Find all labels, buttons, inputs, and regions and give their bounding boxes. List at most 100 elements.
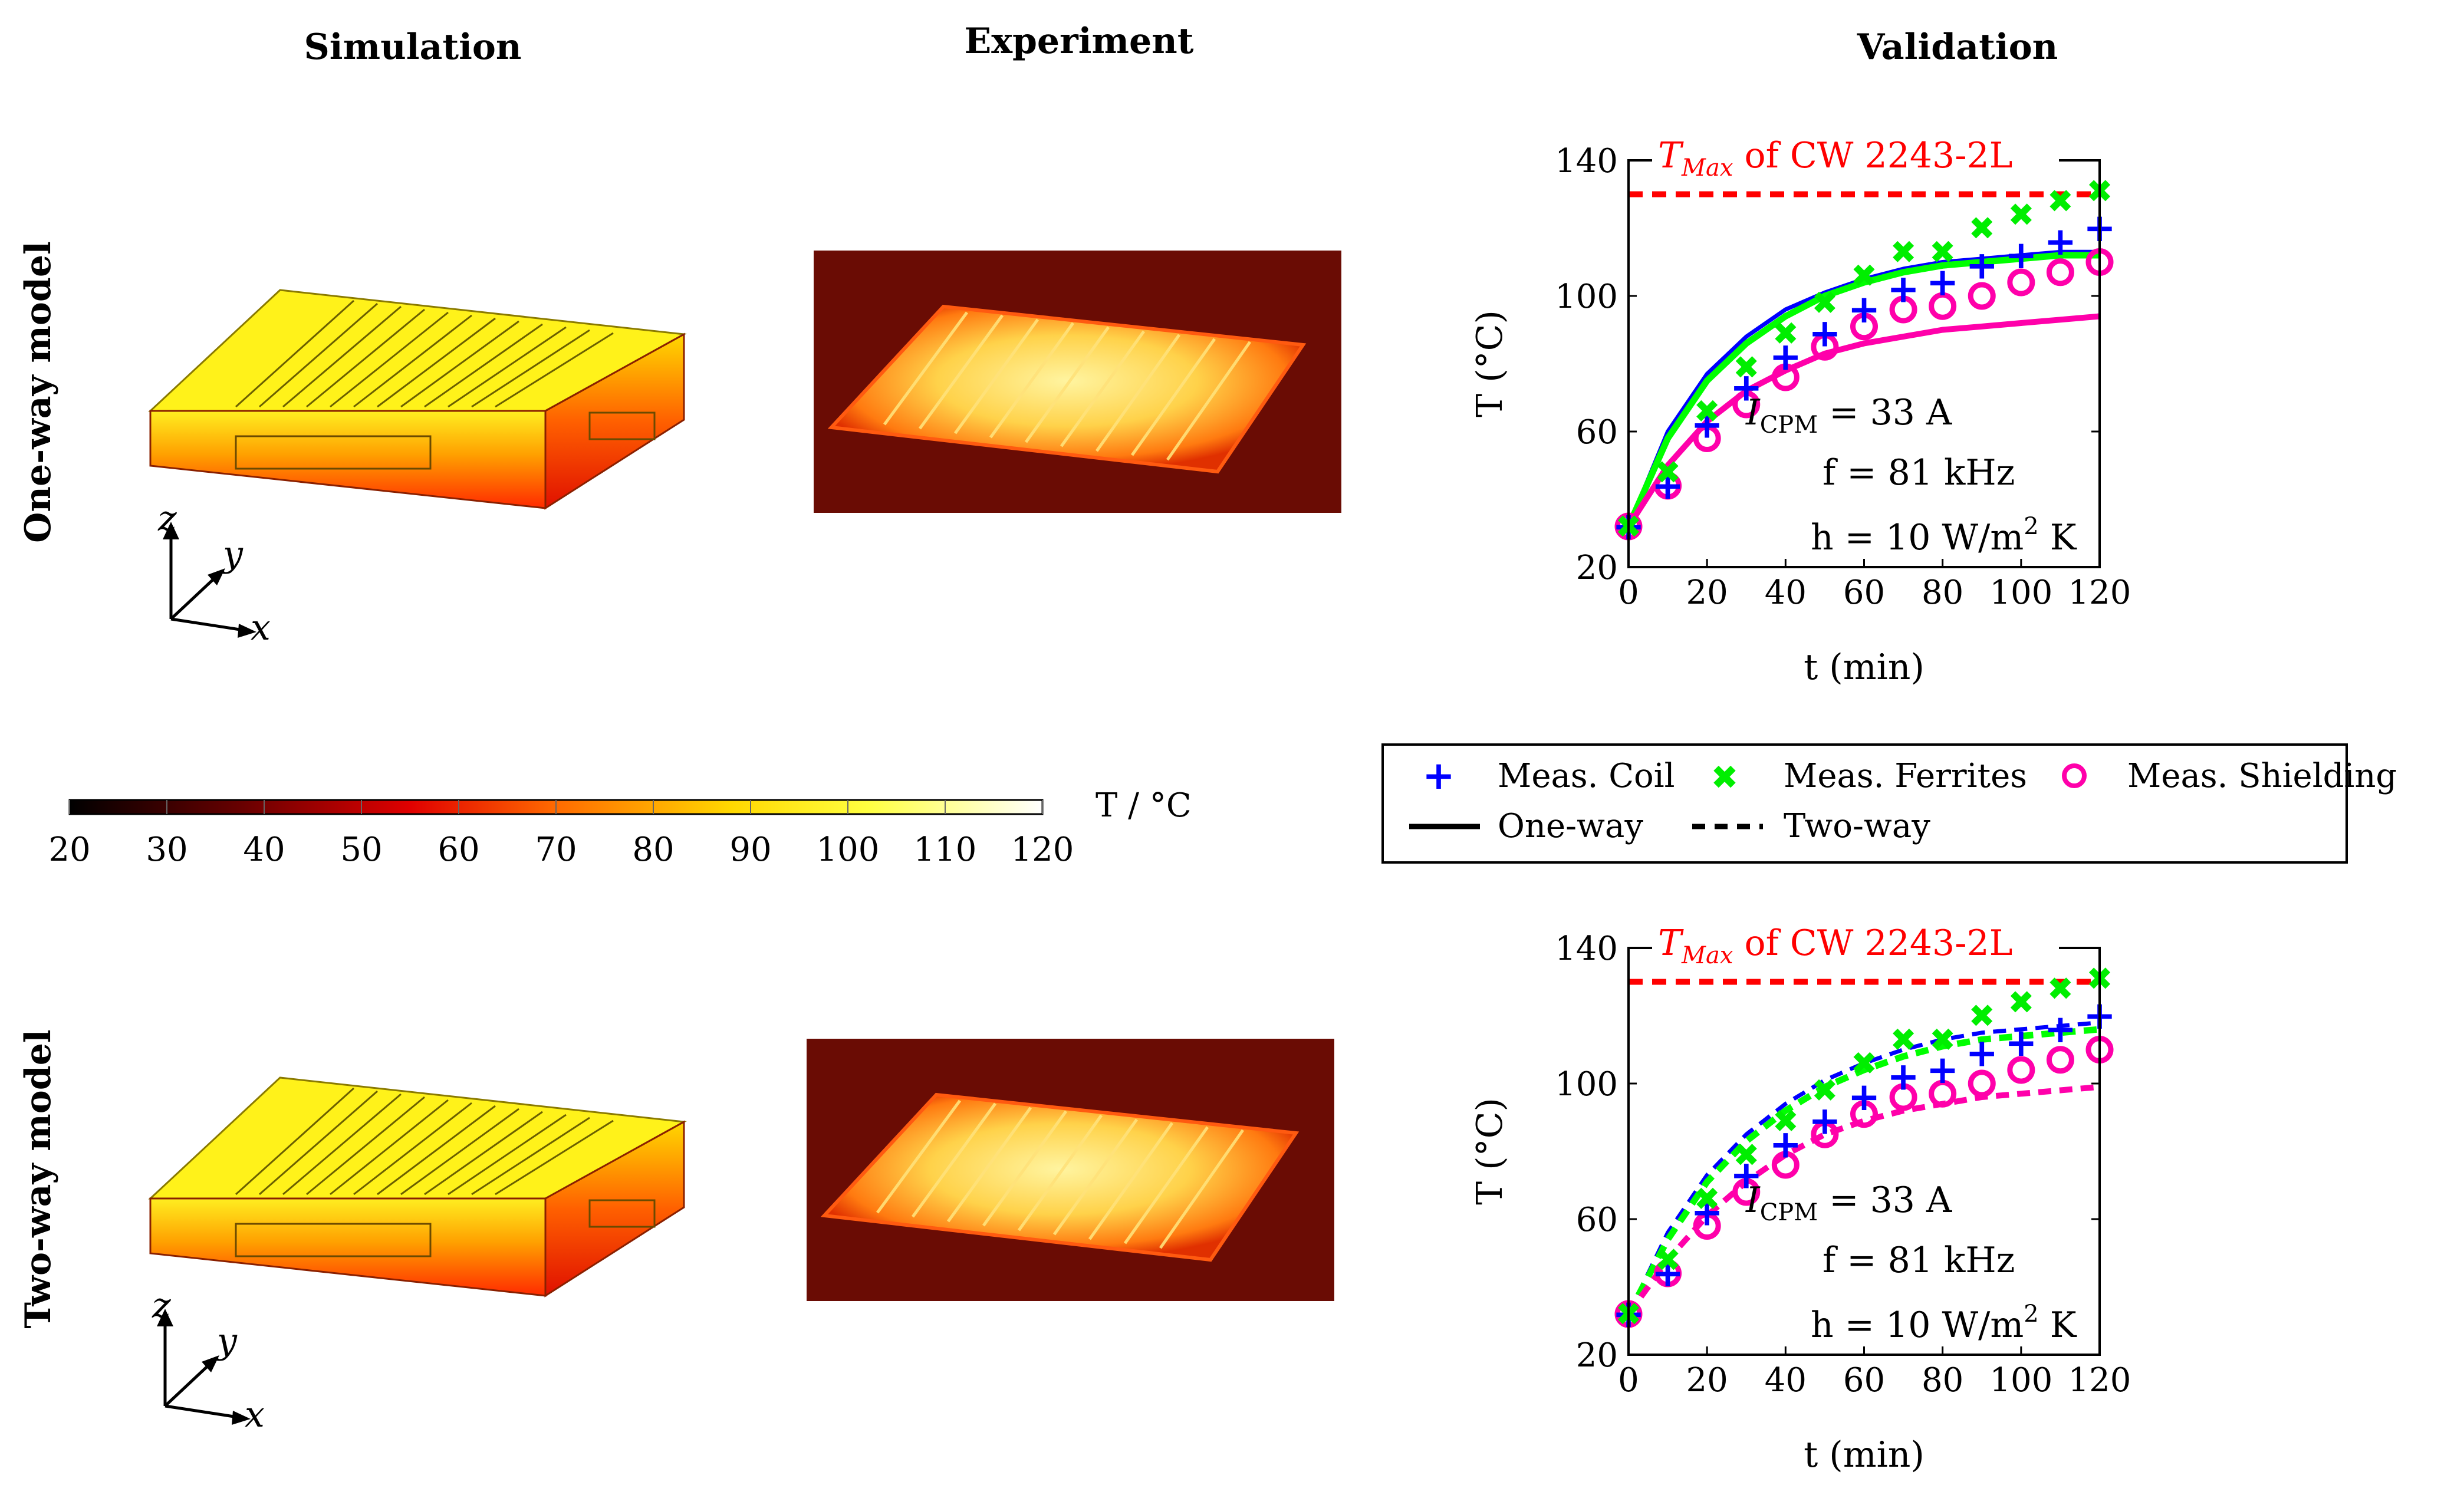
marker-coil: +	[1730, 364, 1762, 410]
annotation-frequency: f = 81 kHz	[1822, 1240, 2015, 1281]
y-tick-label: 60	[1576, 413, 1618, 452]
axis-z-two-way: z	[152, 1285, 171, 1326]
chart-two-way: +✖+✖+✖+✖ +✖ +✖ +✖ +✖+✖ +✖+✖+✖+✖0 20 40 60 80 100 12…	[1469, 920, 2131, 1476]
marker-shielding	[1889, 1083, 1917, 1111]
marker-ferrites: ✖	[1694, 1181, 1720, 1218]
header-experiment: Experiment	[964, 21, 1193, 62]
marker-ferrites: ✖	[1772, 315, 1799, 352]
marker-ferrites: ✖	[1733, 349, 1759, 386]
annotation-current: ICPM = 33 A	[1745, 392, 1952, 439]
axis-y-one-way: y	[221, 534, 244, 575]
marker-ferrites: ✖	[1851, 258, 1877, 295]
marker-shielding	[1929, 1079, 1957, 1108]
marker-ferrites: ✖	[1811, 1072, 1838, 1109]
annotation-htc: h = 10 W/m2 K	[1811, 1300, 2077, 1346]
simulation-model-one-way	[148, 289, 687, 510]
annotation-current: ICPM = 33 A	[1745, 1180, 1952, 1226]
marker-ferrites: ✖	[1890, 1021, 1916, 1058]
marker-ferrites: ✖	[1969, 997, 1995, 1035]
colorbar-tick-label-50: 50	[340, 831, 382, 869]
series-line-ferrites	[1626, 1026, 2100, 1316]
row-label-one-way: One-way model	[18, 241, 59, 543]
axes-triad-one-way	[163, 522, 256, 638]
header-validation: Validation	[1857, 27, 2058, 68]
marker-ferrites: ✖	[1890, 233, 1916, 271]
series-line-ferrites	[1625, 252, 2100, 528]
marker-shielding	[1732, 1178, 1761, 1206]
marker-ferrites: ✖	[1654, 1242, 1681, 1279]
marker-ferrites: ✖	[1654, 454, 1681, 491]
x-tick-label: 20	[1686, 574, 1728, 612]
marker-coil: +	[1808, 310, 1841, 355]
colorbar-tick-label-100: 100	[817, 831, 880, 869]
marker-ferrites: ✖	[1929, 1021, 1956, 1058]
legend-ferrites-marker: ✖	[1711, 759, 1739, 797]
x-axis-label: t (min)	[1804, 1434, 1925, 1476]
marker-shielding	[1929, 292, 1957, 320]
marker-shielding	[1968, 1069, 1996, 1098]
marker-coil: +	[2005, 1020, 2037, 1065]
legend-ferrites-label: Meas. Ferrites	[1784, 757, 2027, 795]
series-line-shielding	[1626, 313, 2100, 528]
x-tick-label: 0	[1618, 1361, 1639, 1399]
x-tick-label: 100	[1989, 1361, 2052, 1399]
marker-ferrites: ✖	[1929, 233, 1956, 271]
colorbar: 20 30 40 50 60 70 80 90 100 110 120 T / °C	[48, 786, 1191, 869]
marker-coil: +	[1769, 1122, 1802, 1167]
marker-coil: +	[1808, 1098, 1841, 1143]
marker-shielding	[1654, 1259, 1682, 1287]
marker-coil: +	[1652, 463, 1684, 508]
marker-ferrites: ✖	[1694, 393, 1720, 430]
axis-y-two-way: y	[215, 1321, 238, 1362]
y-axis-label: T (°C)	[1469, 1098, 1511, 1205]
x-tick-label: 80	[1922, 1361, 1963, 1399]
tmax-label: TMax of CW 2243-2L	[1658, 135, 2013, 182]
marker-shielding	[1654, 472, 1682, 500]
x-tick-label: 100	[1989, 574, 2052, 612]
axis-z-one-way: z	[157, 498, 177, 539]
marker-shielding	[1732, 390, 1761, 419]
legend-shielding-marker	[2062, 763, 2087, 788]
colorbar-tick-label-80: 80	[632, 831, 674, 869]
colorbar-tick-label-40: 40	[243, 831, 285, 869]
y-tick-label: 140	[1555, 930, 1618, 968]
marker-coil: +	[1652, 1250, 1684, 1296]
marker-ferrites: ✖	[1772, 1102, 1799, 1140]
legend-coil-marker: +	[1422, 753, 1455, 798]
legend-one-way-label: One-way	[1498, 807, 1643, 845]
x-tick-label: 120	[2068, 574, 2131, 612]
legend-frame	[1381, 743, 2348, 864]
series-line-coil	[1626, 249, 2100, 528]
legend-two-way-label: Two-way	[1784, 807, 1930, 845]
legend: + Meas. Coil ✖ Meas. Ferrites Meas. Shie…	[1381, 743, 2397, 864]
axes-triad-two-way	[157, 1309, 251, 1425]
marker-coil: +	[1926, 259, 1959, 305]
x-tick-label: 0	[1618, 574, 1639, 612]
axis-x-one-way: x	[251, 607, 271, 648]
tmax-label-bg	[1652, 920, 2059, 962]
marker-coil: +	[2005, 232, 2037, 278]
marker-coil: +	[1691, 402, 1723, 447]
x-tick-label: 40	[1765, 1361, 1807, 1399]
colorbar-tick-label-20: 20	[48, 831, 90, 869]
marker-shielding	[1889, 295, 1917, 324]
x-axis-label: t (min)	[1804, 647, 1925, 688]
experiment-photo-one-way	[814, 251, 1341, 513]
marker-coil: +	[1848, 287, 1880, 332]
simulation-model-two-way	[148, 1076, 687, 1298]
marker-shielding	[1968, 282, 1996, 310]
chart-one-way: +✖+✖+✖+✖ +✖ +✖ +✖ +✖+✖ +✖+✖+✖+✖0 20 40 60 80 100 12…	[1469, 132, 2131, 688]
annotation-frequency: f = 81 kHz	[1822, 452, 2015, 493]
row-label-two-way: Two-way model	[18, 1029, 59, 1328]
y-tick-label: 60	[1576, 1201, 1618, 1239]
axis-x-two-way: x	[245, 1394, 265, 1435]
marker-coil: +	[1887, 266, 1919, 312]
marker-shielding	[1850, 1100, 1878, 1128]
marker-ferrites: ✖	[2047, 970, 2074, 1007]
marker-coil: +	[2044, 1006, 2077, 1052]
marker-coil: +	[1691, 1190, 1723, 1235]
colorbar-tick-label-90: 90	[729, 831, 771, 869]
marker-shielding	[1811, 332, 1839, 361]
series-line-shielding	[1626, 1084, 2100, 1316]
